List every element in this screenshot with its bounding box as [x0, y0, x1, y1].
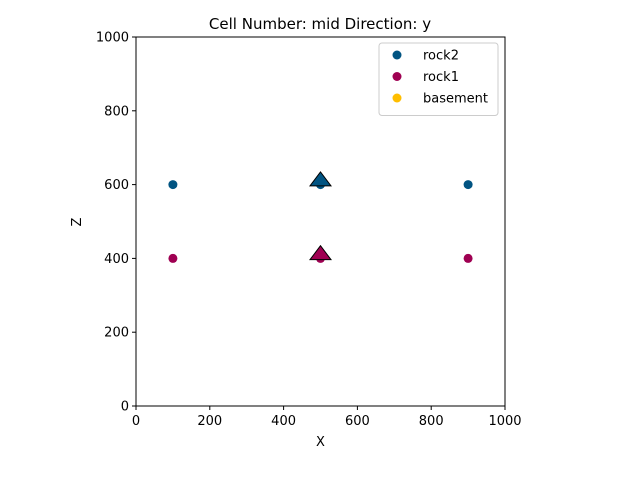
- y-axis-label: Z: [70, 217, 85, 226]
- axes: 0 200 400 600 800 1000 0 200 400 600 800 1000: [96, 31, 522, 430]
- orientation-marker-0: [308, 171, 333, 187]
- legend-marker-basement: [392, 93, 402, 103]
- legend-marker-rock2: [392, 50, 402, 60]
- legend: rock2 rock1 basement: [378, 42, 499, 116]
- y-tick-label-600: 600: [104, 178, 129, 193]
- x-tick-label-1000: 1000: [488, 414, 521, 429]
- orientation-marker-1: [308, 244, 333, 261]
- x-tick-label-400: 400: [271, 414, 296, 429]
- plot-area: [168, 171, 473, 263]
- x-tick-label-0: 0: [132, 414, 140, 429]
- legend-label-rock2: rock2: [423, 49, 459, 64]
- axes-frame: [135, 36, 506, 407]
- point-rock1-0: [168, 253, 178, 263]
- chart-title: Cell Number: mid Direction: y: [209, 15, 431, 33]
- x-tick-label-200: 200: [197, 414, 222, 429]
- legend-label-basement: basement: [423, 92, 488, 107]
- y-tick-label-0: 0: [121, 400, 129, 415]
- y-tick-label-400: 400: [104, 252, 129, 267]
- legend-box: [378, 42, 499, 116]
- legend-label-rock1: rock1: [423, 70, 459, 85]
- y-tick-label-200: 200: [104, 326, 129, 341]
- y-tick-label-800: 800: [104, 104, 129, 119]
- point-rock2-0: [168, 180, 178, 190]
- y-tick-label-1000: 1000: [96, 31, 129, 46]
- point-rock1-2: [463, 253, 473, 263]
- x-tick-label-600: 600: [345, 414, 370, 429]
- legend-marker-rock1: [392, 72, 402, 81]
- x-tick-label-800: 800: [419, 414, 444, 429]
- x-axis-label: X: [316, 435, 325, 450]
- point-rock2-2: [463, 180, 473, 190]
